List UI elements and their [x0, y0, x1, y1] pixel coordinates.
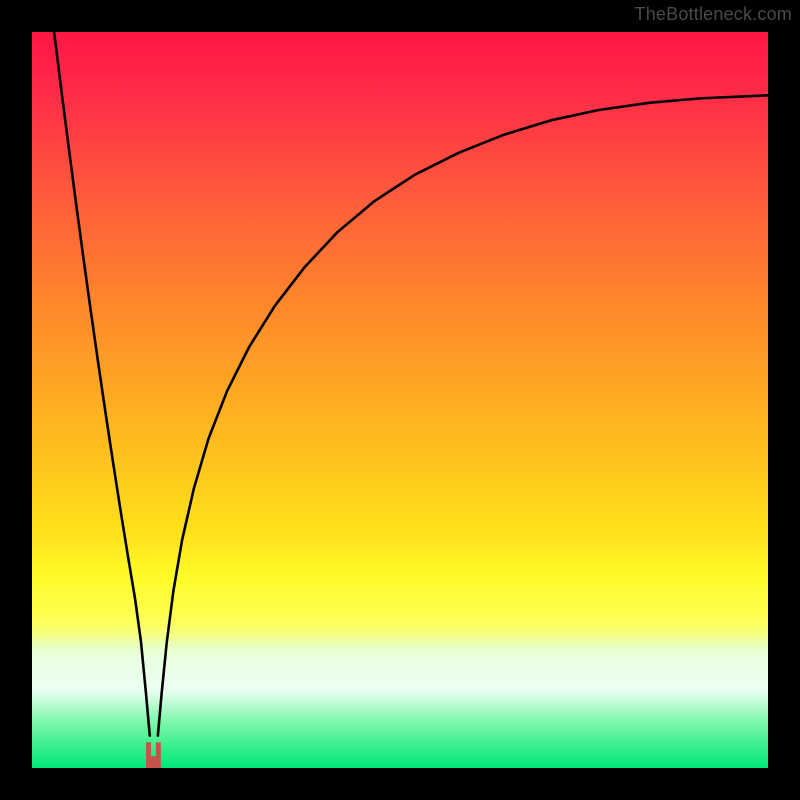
- chart-svg: [0, 0, 800, 800]
- chart-stage: TheBottleneck.com: [0, 0, 800, 800]
